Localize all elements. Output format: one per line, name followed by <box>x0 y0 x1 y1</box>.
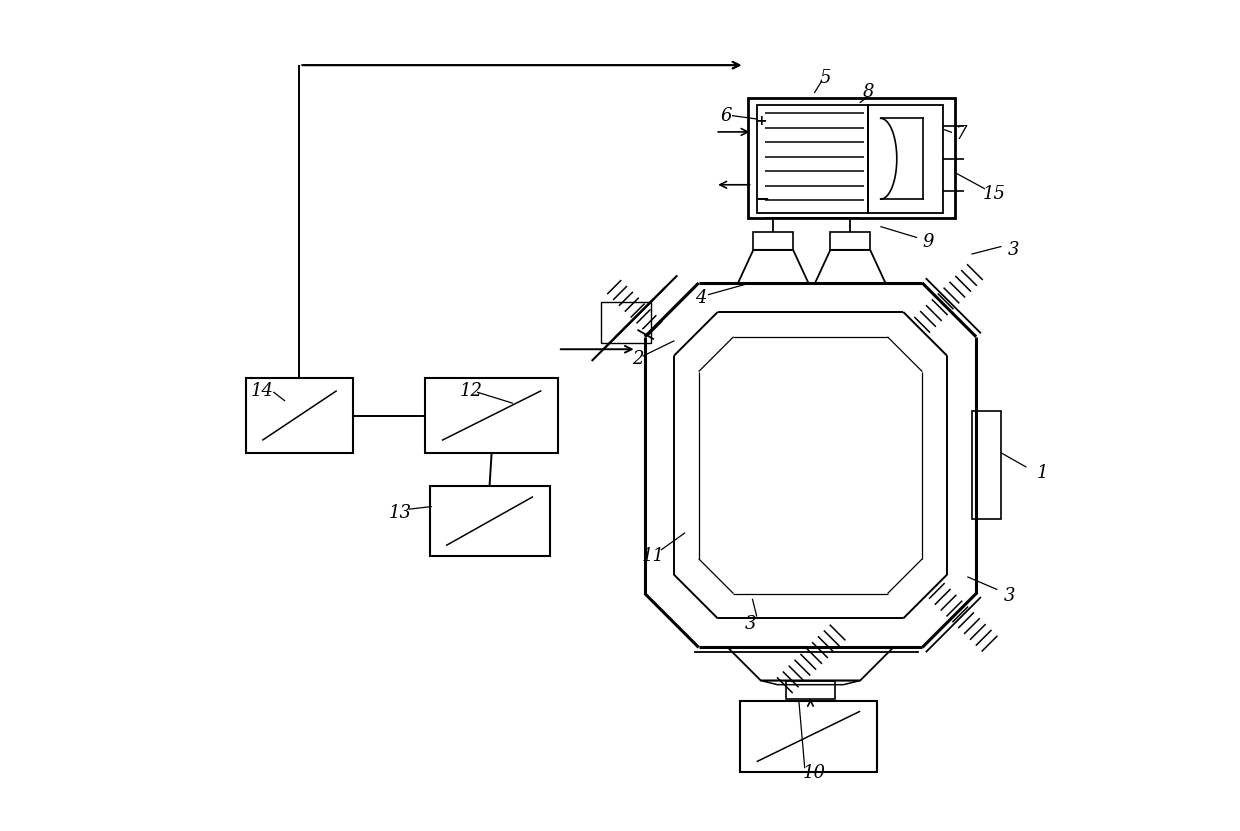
Bar <box>246 378 353 453</box>
Bar <box>601 302 651 343</box>
Text: −: − <box>755 189 769 207</box>
Text: 1: 1 <box>1037 465 1048 483</box>
Bar <box>754 232 794 250</box>
Text: 14: 14 <box>250 381 274 400</box>
Text: 2: 2 <box>632 350 644 368</box>
Bar <box>831 232 870 250</box>
Bar <box>749 98 956 219</box>
Bar <box>868 105 942 213</box>
Text: 12: 12 <box>459 381 482 400</box>
Text: 13: 13 <box>389 504 412 522</box>
Text: 10: 10 <box>804 765 826 782</box>
Text: 9: 9 <box>923 233 934 251</box>
Bar <box>425 378 558 453</box>
Text: 3: 3 <box>1003 587 1016 605</box>
Text: 8: 8 <box>863 83 874 101</box>
Text: 15: 15 <box>983 184 1006 203</box>
Text: 11: 11 <box>641 548 665 565</box>
Bar <box>740 701 877 772</box>
Bar <box>786 681 836 699</box>
Bar <box>429 486 549 556</box>
Text: +: + <box>755 115 766 129</box>
Text: 6: 6 <box>720 106 732 125</box>
Bar <box>756 105 868 213</box>
Text: 3: 3 <box>1008 241 1019 258</box>
Text: 3: 3 <box>745 615 756 633</box>
Text: 5: 5 <box>820 69 831 86</box>
Text: 7: 7 <box>956 125 967 143</box>
Bar <box>972 411 1001 519</box>
Text: 4: 4 <box>696 289 707 307</box>
